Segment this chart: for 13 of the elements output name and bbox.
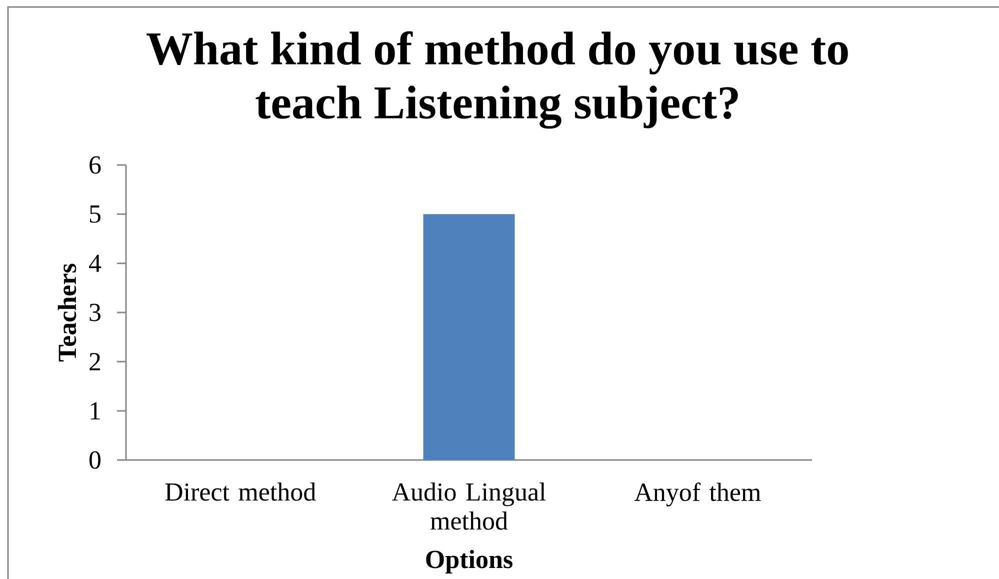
x-tick-label: Audio Lingual method <box>392 482 546 530</box>
x-tick-label: Direct method <box>165 482 316 501</box>
chart-title: What kind of method do you use to teach Listening subject? <box>146 31 848 129</box>
y-tick-label: 0 <box>89 451 100 469</box>
y-axis-title: Teachers <box>58 264 76 362</box>
y-tick-label: 3 <box>90 304 100 322</box>
x-tick-label: Anyof them <box>634 482 761 506</box>
y-tick-label: 1 <box>90 402 100 420</box>
x-axis-title: Options <box>426 550 512 574</box>
y-tick-label: 6 <box>90 156 101 174</box>
y-tick-label: 2 <box>90 353 100 370</box>
y-tick-label: 4 <box>88 254 102 272</box>
y-tick-label: 5 <box>90 206 100 223</box>
